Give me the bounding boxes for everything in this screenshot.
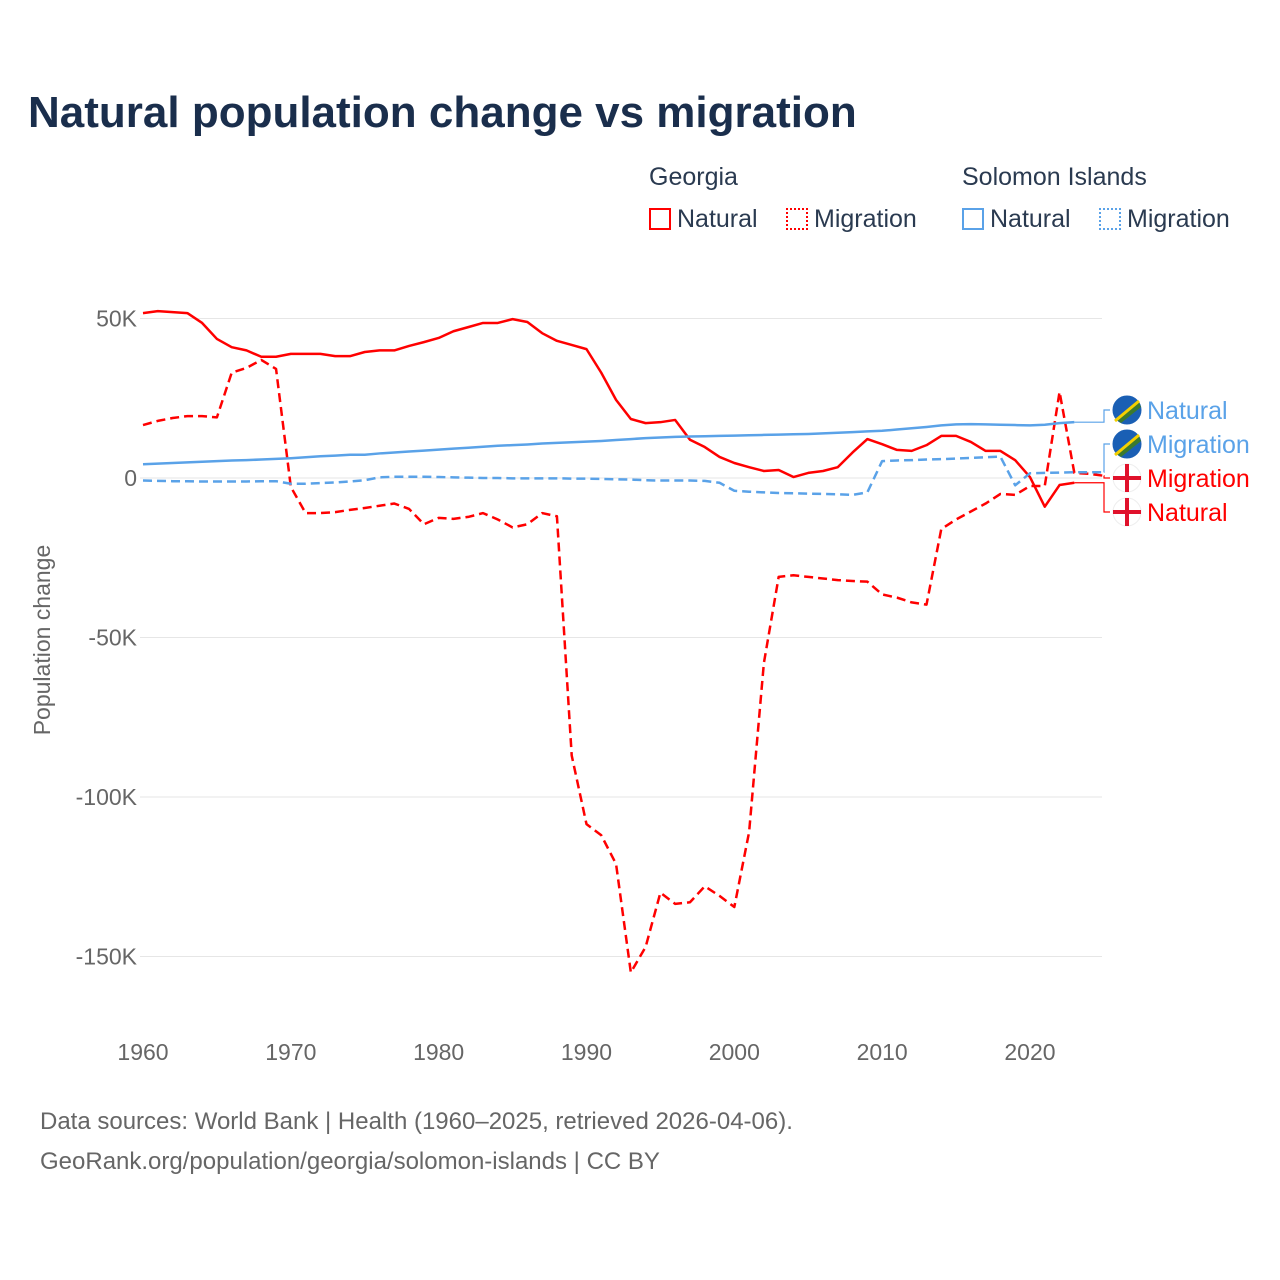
legend-swatch-dotted bbox=[1099, 208, 1121, 230]
footer-url[interactable]: GeoRank.org/population/georgia/solomon-i… bbox=[40, 1148, 660, 1175]
flag-stripe bbox=[1114, 433, 1140, 457]
flag-cross bbox=[1125, 464, 1129, 492]
label-connector bbox=[1074, 409, 1110, 423]
series-end-label: Migration bbox=[1147, 465, 1250, 493]
y-tick-label: 0 bbox=[124, 465, 137, 491]
y-tick-label: -50K bbox=[88, 625, 137, 651]
label-connector bbox=[1103, 443, 1110, 473]
x-tick-label: 1960 bbox=[117, 1039, 168, 1065]
x-tick-label: 1970 bbox=[265, 1039, 316, 1065]
y-axis-label: Population change bbox=[29, 545, 55, 736]
y-tick-label: 50K bbox=[96, 306, 138, 332]
legend-group-georgia: Georgia bbox=[649, 163, 738, 191]
legend-solomon-migration[interactable]: Migration bbox=[1099, 205, 1230, 234]
label-connector bbox=[1074, 482, 1110, 513]
legend-solomon-natural[interactable]: Natural bbox=[962, 205, 1071, 234]
series-end-label: Natural bbox=[1147, 499, 1228, 527]
x-tick-label: 1990 bbox=[561, 1039, 612, 1065]
flag-stripe bbox=[1114, 399, 1140, 423]
x-tick-label: 2020 bbox=[1004, 1039, 1055, 1065]
series-end-label: Migration bbox=[1147, 431, 1250, 459]
flag-stripe bbox=[1116, 435, 1141, 457]
y-tick-label: -150K bbox=[76, 944, 138, 970]
x-tick-label: 2000 bbox=[709, 1039, 760, 1065]
legend-georgia-natural[interactable]: Natural bbox=[649, 205, 758, 234]
label-connector bbox=[1103, 475, 1110, 479]
legend-swatch-solid bbox=[649, 208, 671, 230]
legend-group-solomon: Solomon Islands bbox=[962, 163, 1147, 191]
series-line-georgia-natural bbox=[142, 309, 1075, 508]
legend-georgia-migration[interactable]: Migration bbox=[786, 205, 917, 234]
x-tick-label: 1980 bbox=[413, 1039, 464, 1065]
series-line-solomon-islands-migration bbox=[142, 455, 1104, 497]
x-tick-label: 2010 bbox=[857, 1039, 908, 1065]
chart-title: Natural population change vs migration bbox=[28, 88, 857, 137]
series-line-solomon-islands-natural bbox=[142, 420, 1075, 466]
legend-swatch-solid bbox=[962, 208, 984, 230]
series-line-georgia-migration bbox=[142, 358, 1105, 974]
flag-stripe bbox=[1116, 401, 1141, 423]
footer-sources: Data sources: World Bank | Health (1960–… bbox=[40, 1108, 793, 1135]
y-tick-label: -100K bbox=[76, 784, 138, 810]
flag-cross bbox=[1125, 498, 1129, 526]
legend-swatch-dotted bbox=[786, 208, 808, 230]
series-end-label: Natural bbox=[1147, 397, 1228, 425]
